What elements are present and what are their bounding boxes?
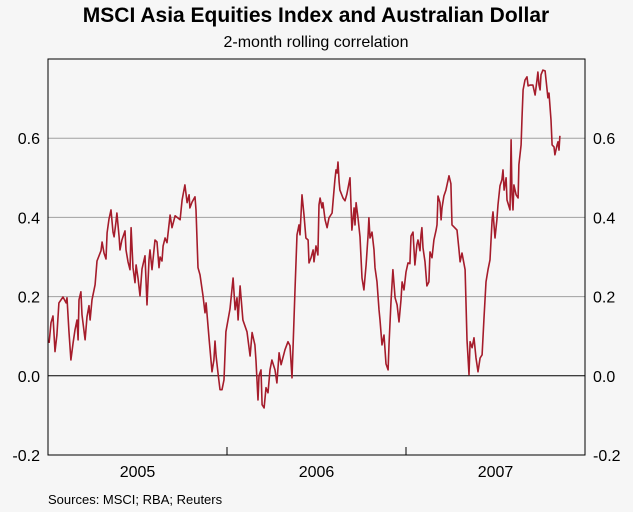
y-tick-label-left: 0.0 <box>18 369 40 386</box>
y-tick-label-right: 0.6 <box>593 131 615 148</box>
chart-title: MSCI Asia Equities Index and Australian … <box>83 4 549 27</box>
y-tick-label-right: 0.0 <box>593 369 615 386</box>
y-tick-label-left: 0.6 <box>18 131 40 148</box>
x-tick-label: 2006 <box>299 464 335 481</box>
source-note: Sources: MSCI; RBA; Reuters <box>48 492 223 507</box>
y-tick-label-left: -0.2 <box>12 448 40 465</box>
x-tick-label: 2007 <box>478 464 514 481</box>
y-tick-label-left: 0.2 <box>18 290 40 307</box>
y-tick-label-left: 0.4 <box>18 210 40 227</box>
series-line-correlation <box>48 69 561 409</box>
chart-subtitle: 2-month rolling correlation <box>224 34 409 51</box>
plot-frame <box>47 58 586 456</box>
y-tick-label-right: 0.2 <box>593 290 615 307</box>
y-tick-label-right: 0.4 <box>593 210 615 227</box>
y-tick-label-right: -0.2 <box>593 448 621 465</box>
x-tick-label: 2005 <box>120 464 156 481</box>
